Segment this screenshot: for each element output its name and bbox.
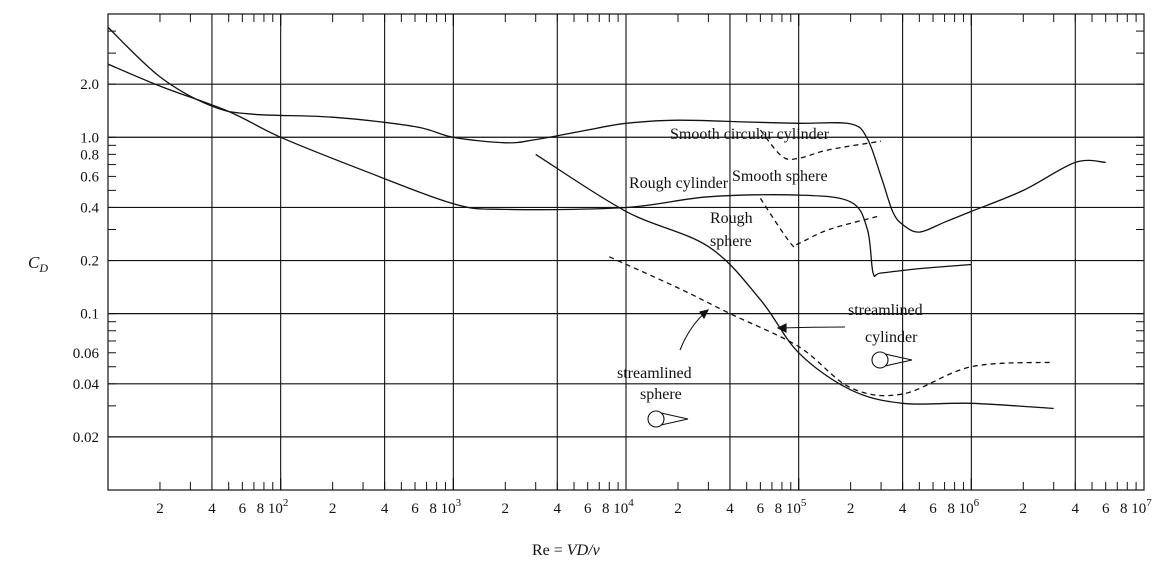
- x-major-tick-exponent: 4: [628, 497, 634, 509]
- x-major-tick-exponent: 7: [1146, 497, 1152, 509]
- x-tick-label: 6: [239, 501, 247, 517]
- y-axis-label-sub: D: [38, 261, 48, 275]
- x-major-tick-label: 8 103: [429, 497, 461, 517]
- y-tick-label: 0.1: [80, 307, 99, 323]
- x-major-tick-base: 8 10: [1120, 501, 1146, 517]
- x-major-tick-exponent: 3: [456, 497, 462, 509]
- x-major-tick-base: 8 10: [429, 501, 455, 517]
- x-axis-label-pre: Re =: [532, 542, 567, 559]
- y-tick-label: 0.6: [80, 169, 99, 185]
- x-tick-label: 6: [929, 501, 937, 517]
- y-axis-label: CD: [28, 253, 48, 275]
- x-major-tick-label: 8 105: [775, 497, 807, 517]
- y-tick-label: 0.4: [80, 200, 99, 216]
- x-tick-label: 2: [156, 501, 164, 517]
- annotation-smooth-circular-cylinder: Smooth circular cylinder: [670, 126, 830, 143]
- x-tick-label: 6: [411, 501, 419, 517]
- y-tick-label: 0.04: [73, 377, 100, 393]
- series-smooth-sphere: [107, 63, 972, 277]
- x-axis-label-italic: VD/ν: [567, 542, 601, 559]
- x-tick-label: 6: [1102, 501, 1110, 517]
- x-tick-label: 2: [502, 501, 510, 517]
- streamlined-sphere-shape-icon: [647, 410, 689, 428]
- arrow-streamlined-sphere: [679, 309, 710, 351]
- grid: [108, 14, 1144, 490]
- x-major-tick-label: 8 104: [602, 497, 634, 517]
- y-tick-label: 0.06: [73, 346, 100, 362]
- y-tick-label: 2.0: [80, 77, 99, 93]
- x-major-tick-base: 8 10: [947, 501, 973, 517]
- annotation-streamlined-sphere-line1: streamlined: [617, 365, 692, 382]
- x-major-tick-exponent: 6: [974, 497, 980, 509]
- x-tick-label: 4: [899, 501, 907, 517]
- annotation-streamlined-cylinder-line1: streamlined: [848, 302, 923, 319]
- x-major-tick-label: 8 107: [1120, 497, 1152, 517]
- x-major-tick-label: 8 102: [257, 497, 289, 517]
- x-tick-label: 2: [847, 501, 855, 517]
- annotation-streamlined-cylinder-line2: cylinder: [865, 329, 918, 346]
- y-axis-label-main: C: [28, 253, 40, 272]
- annotation-rough-cylinder: Rough cylinder: [629, 175, 729, 192]
- x-tick-label: 2: [329, 501, 337, 517]
- annotation-streamlined-sphere-line2: sphere: [640, 386, 682, 403]
- series-smooth-circular-cylinder: [107, 26, 1106, 233]
- x-tick-label: 6: [584, 501, 592, 517]
- x-tick-label: 4: [554, 501, 562, 517]
- x-major-tick-base: 8 10: [602, 501, 628, 517]
- annotation-rough-sphere-line2: sphere: [710, 233, 752, 250]
- y-tick-label: 0.02: [73, 430, 99, 446]
- x-major-tick-exponent: 5: [801, 497, 807, 509]
- annotation-rough-sphere-line1: Rough: [710, 210, 753, 227]
- annotation-smooth-sphere: Smooth sphere: [732, 168, 828, 185]
- x-tick-label: 6: [757, 501, 765, 517]
- x-axis-label: Re = VD/ν: [532, 542, 601, 559]
- series: [107, 26, 1106, 410]
- y-tick-label: 1.0: [80, 130, 99, 146]
- y-tick-label: 0.2: [80, 254, 99, 270]
- streamlined-cylinder-shape-icon: [871, 351, 913, 369]
- x-tick-label: 4: [726, 501, 734, 517]
- x-tick-label: 2: [674, 501, 682, 517]
- x-major-tick-base: 8 10: [257, 501, 283, 517]
- x-tick-label: 4: [381, 501, 389, 517]
- arrow-streamlined-cylinder: [776, 323, 846, 333]
- x-tick-label: 2: [1020, 501, 1028, 517]
- x-major-tick-base: 8 10: [775, 501, 801, 517]
- series-rough-sphere: [759, 198, 882, 249]
- x-major-tick-exponent: 2: [283, 497, 289, 509]
- x-tick-label: 4: [208, 501, 216, 517]
- ticks: 2.0 1.00.8 0.6 0.4 0.2 0.1 0.06 0.04 0.02 2 4 6 2 4 6 2…: [73, 13, 1152, 517]
- y-tick-label: 0.8: [80, 147, 99, 163]
- x-major-tick-label: 8 106: [947, 497, 979, 517]
- series-streamlined-cylinder: [535, 153, 1054, 410]
- x-tick-label: 4: [1072, 501, 1080, 517]
